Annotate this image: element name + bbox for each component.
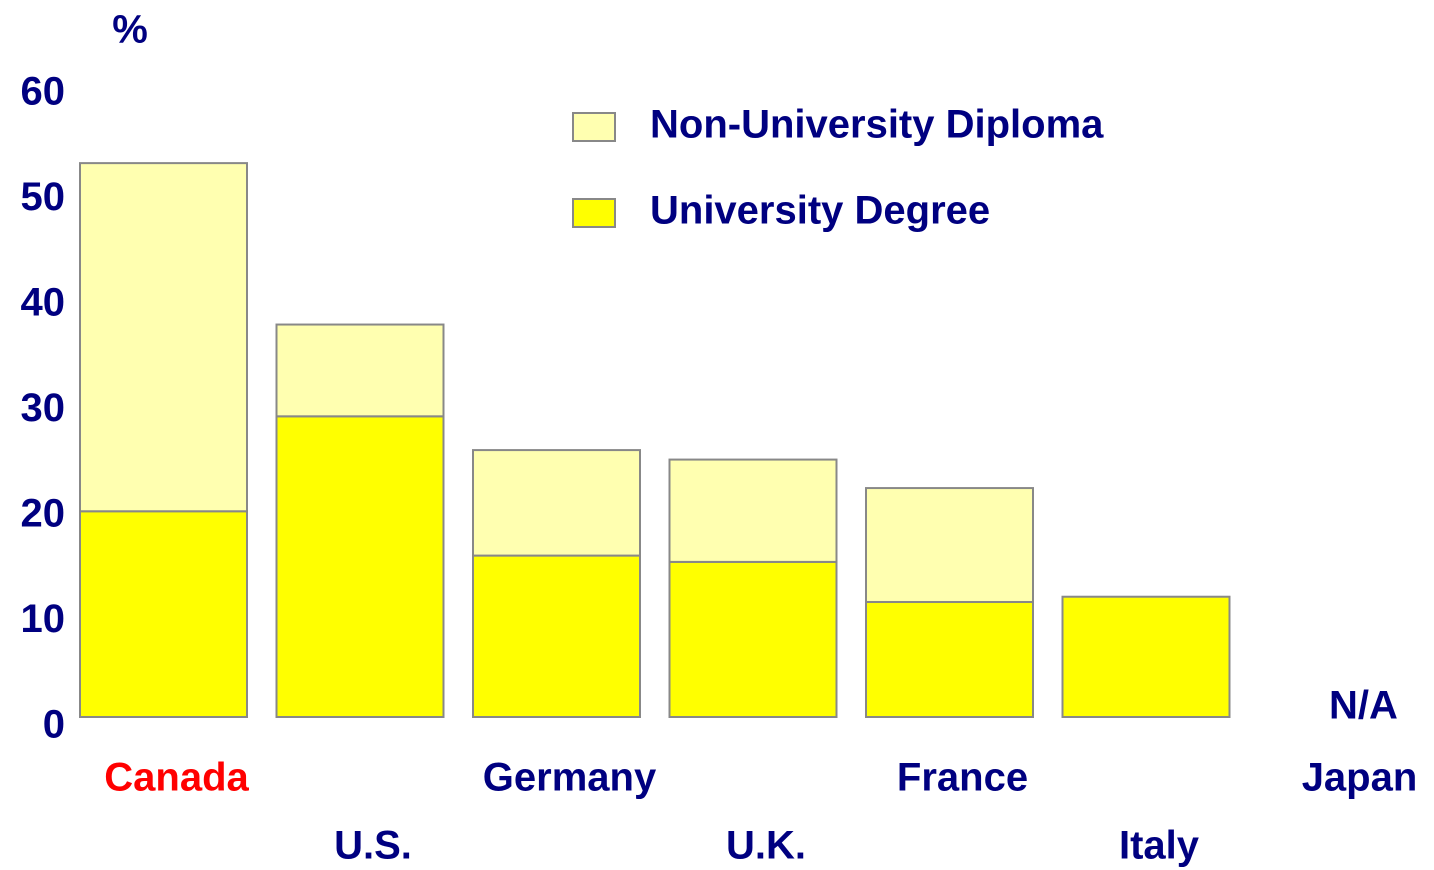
- bar-segment: [1061, 595, 1231, 718]
- x-tick-label: France: [897, 756, 1028, 800]
- bar-segment: [865, 487, 1034, 604]
- y-tick-label: 10: [21, 597, 66, 641]
- bar-segment: [275, 323, 445, 418]
- bar-segment: [472, 554, 641, 719]
- x-tick-label: Italy: [1119, 824, 1200, 868]
- y-tick-label: 40: [21, 281, 66, 325]
- x-tick-label: U.K.: [726, 824, 806, 868]
- legend-swatch: [572, 198, 616, 228]
- bar-segment: [668, 458, 838, 563]
- na-annotation: N/A: [1329, 684, 1398, 728]
- x-tick-label: Canada: [104, 756, 249, 800]
- y-tick-label: 50: [21, 175, 66, 219]
- x-tick-label: Japan: [1302, 756, 1418, 800]
- x-tick-label: Germany: [483, 756, 657, 800]
- bar-segment: [865, 601, 1034, 719]
- y-tick-label: 30: [21, 386, 66, 430]
- bar-segment: [668, 560, 838, 718]
- x-tick-label: U.S.: [334, 824, 412, 868]
- legend-label: Non-University Diploma: [650, 103, 1104, 147]
- y-tick-label: 20: [21, 492, 66, 536]
- y-tick-label: 60: [21, 70, 66, 114]
- legend-label: University Degree: [650, 189, 990, 233]
- bar-segment: [472, 449, 641, 557]
- y-tick-label: 0: [43, 703, 65, 747]
- y-axis-label: %: [112, 8, 148, 52]
- bar-segment: [275, 415, 445, 718]
- legend-swatch: [572, 112, 616, 142]
- bar-segment: [79, 162, 248, 513]
- bar-segment: [79, 510, 248, 718]
